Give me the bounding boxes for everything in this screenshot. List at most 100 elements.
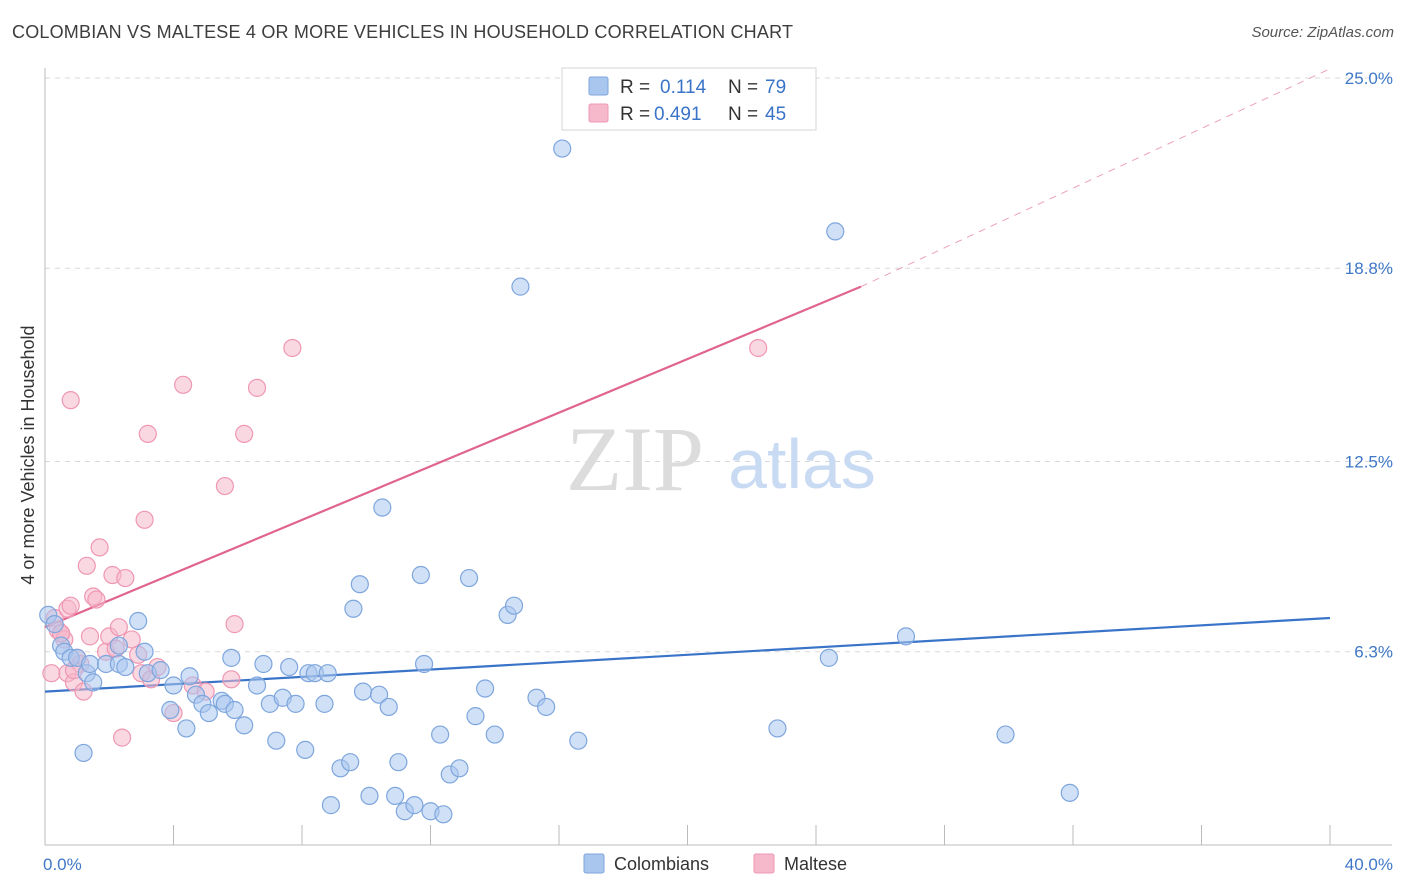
legend-r-value-1: 0.114 — [660, 77, 707, 98]
maltese-point-40 — [247, 378, 267, 397]
colombians-point-79 — [84, 673, 103, 692]
colombians-point-7 — [80, 654, 100, 674]
axes — [44, 68, 1392, 846]
colombians-point-62 — [466, 707, 485, 726]
colombians-point-42 — [341, 753, 360, 772]
maltese-point-23 — [112, 728, 132, 747]
colombians-point-28 — [247, 676, 267, 695]
colombians-point-72 — [768, 719, 787, 738]
watermark: ZIP atlas — [566, 408, 876, 510]
legend-r-label-1: R = — [620, 77, 650, 98]
maltese-point-37 — [222, 670, 241, 689]
colombians-point-27 — [235, 716, 254, 735]
colombians-point-16 — [164, 676, 183, 695]
bottom-legend-swatch-maltese — [753, 853, 775, 874]
colombians-point-51 — [389, 753, 408, 772]
colombians-point-26 — [225, 700, 244, 720]
legend-r-value-2: 0.491 — [654, 104, 702, 125]
colombians-point-76 — [996, 725, 1015, 744]
legend-n-label-1: N = — [728, 77, 758, 98]
colombians-point-58 — [434, 805, 453, 824]
colombians-point-50 — [386, 786, 405, 806]
colombians-point-35 — [296, 740, 315, 759]
maltese-points — [42, 338, 768, 747]
grid-lines — [45, 77, 1392, 653]
maltese-point-0 — [42, 664, 61, 683]
colombians-point-64 — [485, 725, 504, 744]
colombians-point-78 — [74, 743, 93, 763]
x-tick-labels: 0.0% 40.0% — [43, 855, 1393, 874]
colombians-point-17 — [161, 700, 180, 720]
colombians-point-34 — [286, 694, 305, 713]
maltese-point-17 — [90, 538, 109, 557]
legend-n-value-1: 79 — [765, 77, 786, 98]
colombians-point-49 — [379, 697, 398, 717]
bottom-legend-maltese: Maltese — [784, 854, 847, 874]
maltese-point-39 — [235, 424, 254, 443]
colombians-point-31 — [267, 731, 286, 750]
colombians-point-66 — [504, 596, 524, 615]
colombians-point-39 — [318, 664, 337, 683]
maltese-point-14 — [80, 627, 100, 646]
colombians-point-22 — [199, 703, 218, 723]
source-credit: Source: ZipAtlas.com — [1251, 24, 1394, 41]
y-tick-labels: 6.3% 12.5% 18.8% 25.0% — [1345, 69, 1393, 662]
maltese-point-42 — [749, 338, 768, 358]
maltese-point-38 — [225, 615, 244, 634]
colombians-point-13 — [135, 642, 154, 661]
colombians-point-33 — [280, 657, 299, 677]
maltese-point-36 — [215, 476, 234, 496]
legend-r-label-2: R = — [620, 104, 650, 125]
y-axis-title: 4 or more Vehicles in Household — [18, 325, 38, 584]
colombians-point-43 — [344, 599, 363, 618]
maltese-trend-extension — [860, 68, 1331, 288]
colombians-point-15 — [151, 661, 170, 680]
colombians-point-18 — [177, 719, 196, 738]
colombians-point-77 — [1060, 783, 1079, 802]
maltese-point-41 — [283, 338, 302, 358]
y-tick-label-3: 25.0% — [1345, 69, 1393, 88]
colombian-points — [39, 139, 1079, 824]
colombians-point-53 — [405, 796, 424, 815]
colombians-point-29 — [254, 654, 273, 674]
y-tick-label-0: 6.3% — [1354, 643, 1393, 662]
colombians-point-48 — [373, 498, 392, 517]
colombians-point-40 — [321, 796, 341, 815]
x-tick-label-0: 0.0% — [43, 855, 82, 874]
colombians-point-54 — [411, 565, 430, 585]
colombians-point-11 — [109, 636, 128, 655]
legend-n-value-2: 45 — [765, 104, 786, 125]
legend-swatch-blue — [588, 76, 609, 96]
maltese-point-22 — [109, 618, 128, 637]
maltese-point-16 — [87, 590, 106, 609]
colombians-point-61 — [459, 568, 479, 588]
colombians-point-12 — [129, 611, 148, 631]
colombians-point-74 — [826, 222, 845, 241]
colombians-point-73 — [819, 648, 838, 667]
legend-n-label-2: N = — [728, 104, 758, 125]
watermark-zip: ZIP — [566, 408, 704, 510]
colombians-point-60 — [450, 759, 469, 778]
colombians-point-75 — [896, 627, 916, 646]
colombians-point-69 — [537, 697, 556, 717]
bottom-legend: Colombians Maltese — [583, 853, 847, 874]
colombians-point-63 — [476, 679, 495, 698]
bottom-legend-colombians: Colombians — [614, 854, 709, 874]
colombians-point-70 — [553, 139, 572, 158]
maltese-point-8 — [61, 391, 80, 410]
maltese-trend-line — [44, 285, 862, 629]
y-tick-label-1: 12.5% — [1345, 453, 1393, 472]
maltese-point-24 — [116, 568, 135, 588]
maltese-point-33 — [174, 375, 193, 394]
y-tick-label-2: 18.8% — [1345, 259, 1393, 278]
colombians-point-44 — [350, 575, 369, 594]
colombians-point-57 — [431, 725, 450, 744]
watermark-atlas: atlas — [728, 425, 876, 503]
colombians-point-46 — [360, 786, 379, 806]
legend: R = 0.114 N = 79 R = 0.491 N = 45 — [561, 67, 817, 131]
chart-title: COLOMBIAN VS MALTESE 4 OR MORE VEHICLES … — [12, 22, 794, 42]
colombians-point-71 — [569, 731, 588, 750]
trend-lines — [44, 68, 1331, 693]
colombians-point-19 — [180, 667, 199, 686]
